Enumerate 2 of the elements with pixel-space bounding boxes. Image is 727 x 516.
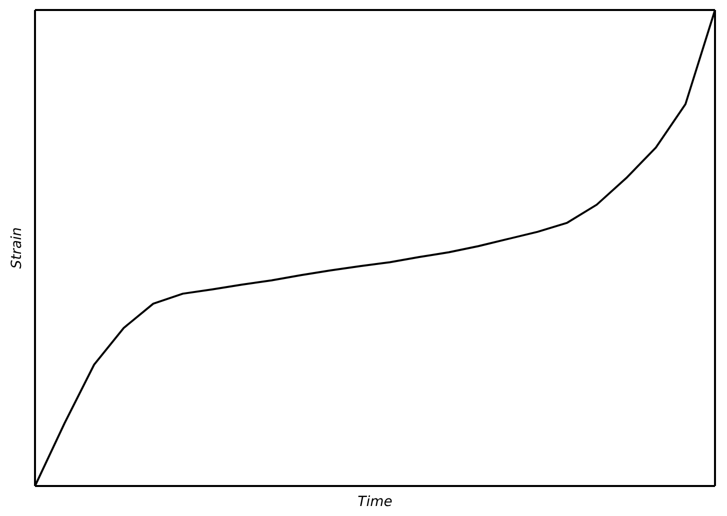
y-axis-title: Strain [8, 227, 25, 269]
x-axis-title: Time [358, 494, 392, 510]
